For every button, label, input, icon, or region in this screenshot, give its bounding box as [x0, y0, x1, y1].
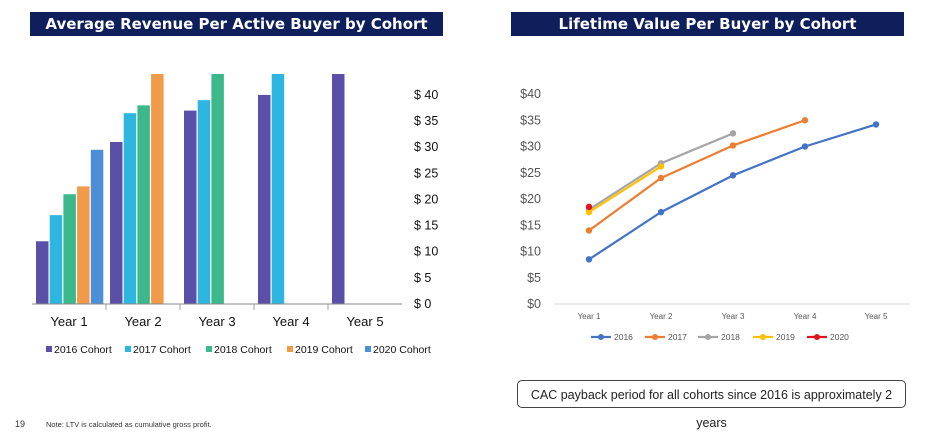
- cac-payback-callout: CAC payback period for all cohorts since…: [517, 380, 906, 430]
- line-y-tick-label: $10: [520, 245, 541, 259]
- bar-y-tick-label: $ 5: [414, 271, 431, 285]
- line-y-tick-label: $40: [520, 87, 541, 101]
- line-series-2019: [588, 165, 662, 214]
- line-x-tick-label: Year 2: [650, 312, 673, 321]
- bar-2016-cohort-year-1: [36, 241, 49, 304]
- bar-x-tick-label: Year 2: [124, 314, 161, 329]
- bar-y-tick-label: $ 40: [414, 88, 438, 102]
- line-point-2019-1: [585, 208, 593, 216]
- bar-x-tick-label: Year 3: [198, 314, 235, 329]
- line-y-tick-label: $25: [520, 166, 541, 180]
- line-x-tick-label: Year 5: [865, 312, 888, 321]
- bar-y-tick-label: $ 20: [414, 192, 438, 206]
- line-point-2016-5: [872, 121, 880, 128]
- bar-legend-label: 2020 Cohort: [373, 344, 431, 356]
- line-point-2016-1: [585, 256, 593, 263]
- line-point-2016-2: [657, 208, 665, 216]
- bar-y-tick-label: $ 15: [414, 219, 438, 233]
- line-y-tick-label: $20: [520, 192, 541, 206]
- bar-2017-cohort-year-4: [271, 74, 285, 304]
- bar-x-tick-label: Year 5: [346, 314, 383, 329]
- bar-legend-label: 2016 Cohort: [54, 344, 112, 356]
- bar-2020-cohort-year-1: [90, 149, 104, 304]
- line-legend-marker-2016: [598, 334, 604, 340]
- bar-y-tick-label: $ 25: [414, 166, 438, 180]
- line-y-tick-label: $5: [527, 271, 541, 285]
- bar-x-tick-label: Year 1: [50, 314, 87, 329]
- line-y-tick-label: $30: [520, 140, 541, 154]
- bar-chart-title: Average Revenue Per Active Buyer by Coho…: [30, 12, 443, 36]
- bar-2016-cohort-year-5: [332, 74, 345, 304]
- bar-2018-cohort-year-1: [63, 194, 76, 304]
- line-point-2017-3: [729, 142, 737, 149]
- line-legend-marker-2019: [760, 334, 766, 340]
- line-legend-label: 2020: [830, 332, 849, 342]
- bar-legend-swatch-2017-cohort: [125, 346, 131, 352]
- bar-2017-cohort-year-2: [123, 113, 137, 304]
- bar-x-tick-label: Year 4: [272, 314, 309, 329]
- bar-2016-cohort-year-3: [184, 110, 197, 304]
- bar-2019-cohort-year-2: [151, 74, 164, 304]
- bar-legend-label: 2019 Cohort: [295, 344, 353, 356]
- line-legend-marker-2018: [705, 334, 711, 340]
- line-point-2017-1: [585, 227, 593, 234]
- bar-legend-swatch-2020-cohort: [365, 346, 371, 352]
- bar-legend-swatch-2016-cohort: [46, 346, 52, 352]
- footnote: Note: LTV is calculated as cumulative gr…: [46, 420, 212, 429]
- bar-2018-cohort-year-3: [211, 74, 224, 304]
- line-x-tick-label: Year 4: [794, 312, 817, 321]
- line-point-2016-4: [801, 143, 809, 150]
- bar-legend-label: 2017 Cohort: [133, 344, 191, 356]
- line-point-2020-1: [585, 203, 593, 211]
- bar-y-tick-label: $ 10: [414, 245, 438, 259]
- line-point-2017-4: [801, 117, 809, 124]
- bar-2016-cohort-year-2: [110, 141, 123, 304]
- bar-y-tick-label: $ 0: [414, 297, 431, 311]
- line-legend-label: 2016: [614, 332, 633, 342]
- bar-2017-cohort-year-1: [49, 215, 63, 304]
- line-x-tick-label: Year 3: [722, 312, 745, 321]
- line-point-2019-2: [657, 163, 665, 170]
- line-legend-marker-2020: [814, 334, 820, 340]
- bar-2016-cohort-year-4: [258, 94, 271, 304]
- line-y-tick-label: $35: [520, 113, 541, 127]
- line-point-2017-2: [657, 174, 665, 182]
- line-legend-label: 2018: [721, 332, 740, 342]
- line-y-tick-label: $0: [527, 297, 541, 311]
- line-series-2017: [588, 119, 806, 232]
- line-legend-label: 2019: [776, 332, 795, 342]
- line-x-tick-label: Year 1: [578, 312, 601, 321]
- bar-y-tick-label: $ 30: [414, 140, 438, 154]
- bar-2017-cohort-year-3: [197, 100, 211, 305]
- line-point-2018-3: [729, 130, 737, 137]
- bar-2018-cohort-year-2: [137, 105, 150, 304]
- bar-2019-cohort-year-1: [77, 186, 90, 304]
- bar-legend-label: 2018 Cohort: [214, 344, 272, 356]
- line-legend-marker-2017: [652, 334, 658, 340]
- page-number: 19: [15, 419, 26, 429]
- line-chart-title: Lifetime Value Per Buyer by Cohort: [511, 12, 904, 36]
- line-point-2016-3: [729, 172, 737, 179]
- bar-legend-swatch-2018-cohort: [206, 346, 212, 352]
- bar-y-tick-label: $ 35: [414, 114, 438, 128]
- bar-legend-swatch-2019-cohort: [287, 346, 293, 352]
- line-legend-label: 2017: [668, 332, 687, 342]
- line-y-tick-label: $15: [520, 218, 541, 232]
